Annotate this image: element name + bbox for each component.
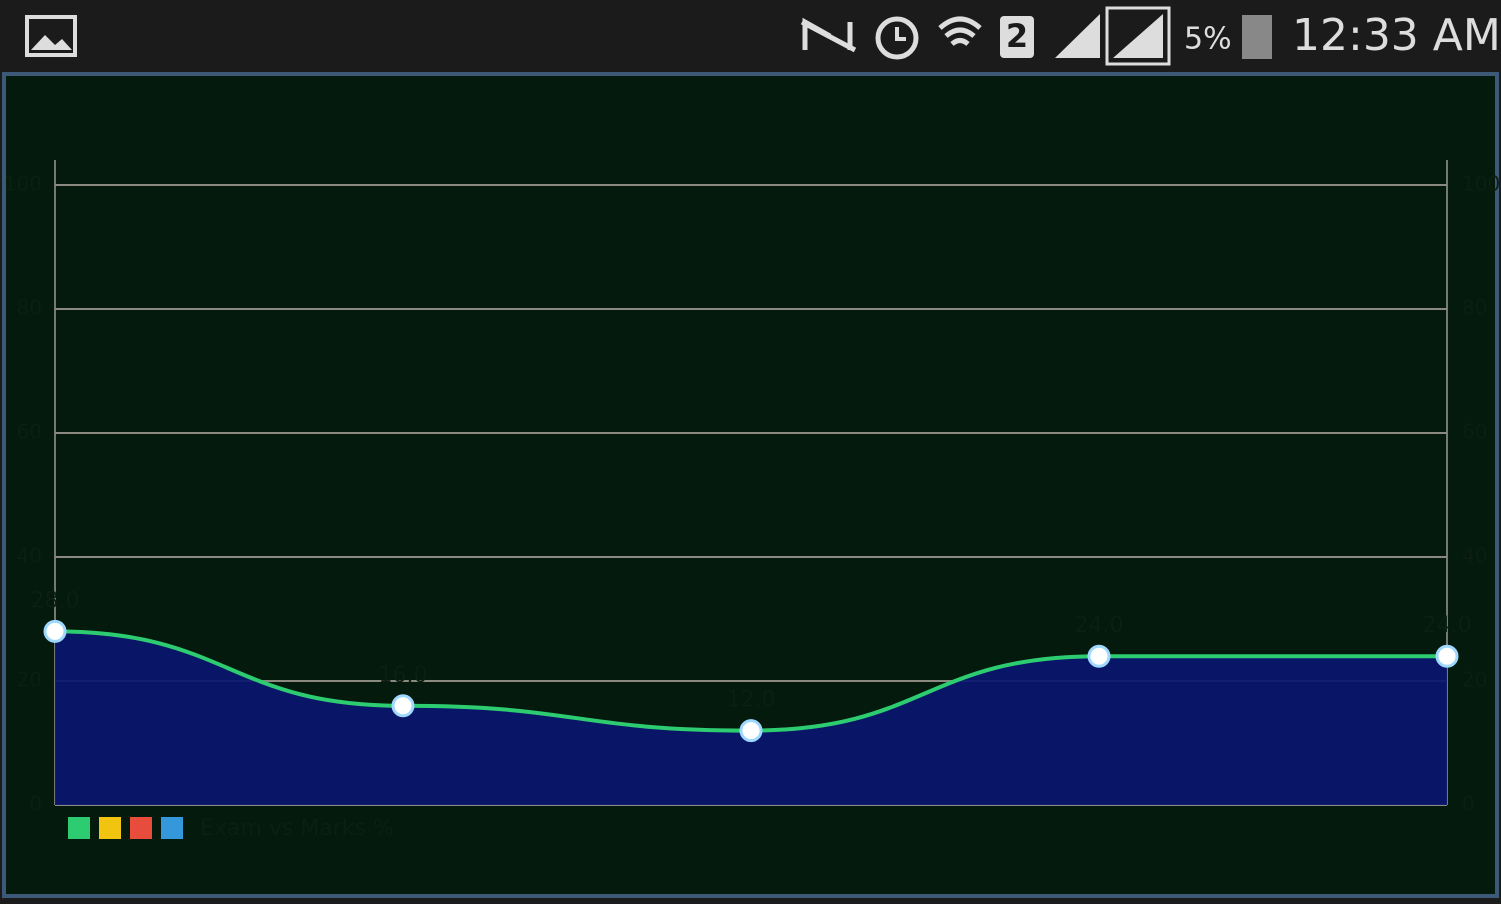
y-tick-label: 60 — [17, 420, 42, 444]
y-tick-label-right: 80 — [1462, 296, 1487, 320]
y-tick-label-right: 20 — [1462, 668, 1487, 692]
signal-box — [1105, 6, 1171, 66]
y-tick-label: 80 — [17, 296, 42, 320]
y-tick-label-right: 40 — [1462, 544, 1487, 568]
signal-icon-2 — [1113, 14, 1163, 58]
point — [739, 719, 763, 743]
gallery-icon — [25, 15, 77, 57]
sim-badge — [1000, 16, 1034, 58]
point — [391, 694, 415, 718]
clock: 12:33 AM — [1292, 10, 1501, 61]
y-tick-label-right: 100 — [1462, 172, 1500, 196]
gallery-icon-shape — [31, 35, 72, 50]
y-tick-label: 100 — [4, 172, 42, 196]
y-tick-label: 40 — [17, 544, 42, 568]
point — [43, 619, 67, 643]
value-label: 24.0 — [1075, 613, 1124, 638]
mute-icon — [800, 17, 857, 53]
value-label: 24.0 — [1423, 613, 1472, 638]
battery-percent: 5% — [1184, 22, 1232, 57]
value-label: 12.0 — [727, 688, 776, 713]
battery-icon — [1242, 15, 1272, 59]
value-label: 28.0 — [31, 588, 80, 613]
legend-swatch — [99, 817, 121, 839]
legend-swatch — [161, 817, 183, 839]
point — [1087, 644, 1111, 668]
legend-swatch — [68, 817, 90, 839]
y-tick-label: 20 — [17, 668, 42, 692]
status-bar — [0, 0, 1501, 72]
y-tick-label-right: 60 — [1462, 420, 1487, 444]
y-tick-label-right: 0 — [1462, 792, 1475, 816]
alarm-hands — [895, 27, 906, 41]
point — [1435, 644, 1459, 668]
signal-icon — [1055, 14, 1100, 58]
legend-label: Exam vs Marks % — [200, 816, 394, 841]
sim-number: 2 — [1006, 17, 1028, 55]
wifi-icon — [938, 16, 982, 46]
alarm-icon — [875, 16, 919, 60]
value-label: 16.0 — [379, 663, 428, 688]
area — [55, 631, 1447, 805]
legend-swatch — [130, 817, 152, 839]
y-tick-label: 0 — [29, 792, 42, 816]
